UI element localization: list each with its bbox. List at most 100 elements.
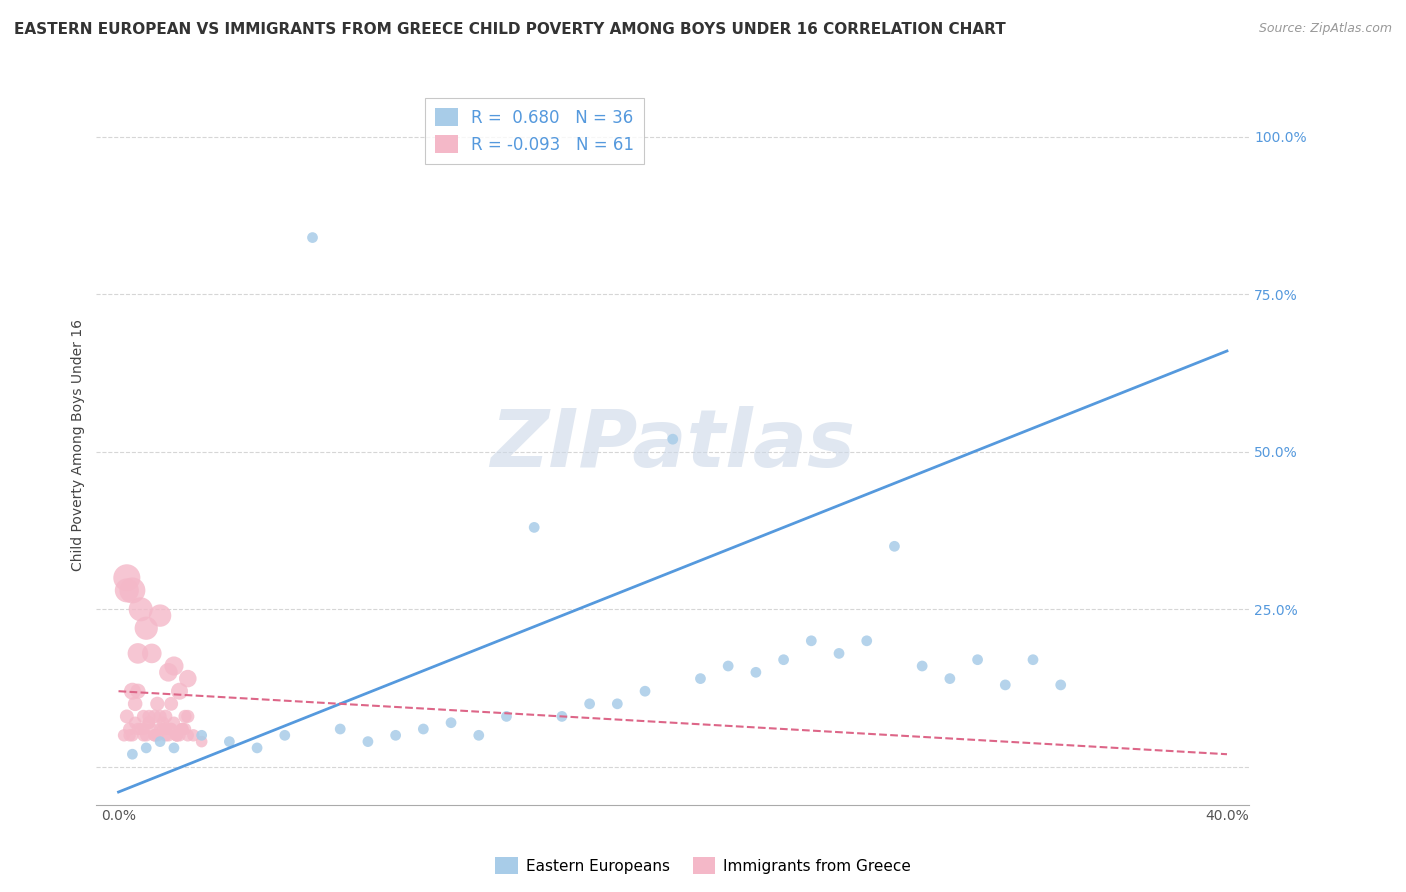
- Point: [274, 728, 297, 742]
- Point: [172, 722, 194, 736]
- Point: [143, 709, 166, 723]
- Point: [124, 697, 146, 711]
- Point: [661, 432, 683, 446]
- Point: [121, 728, 143, 742]
- Point: [138, 715, 160, 730]
- Point: [129, 602, 152, 616]
- Point: [160, 697, 183, 711]
- Point: [772, 653, 794, 667]
- Point: [118, 728, 141, 742]
- Point: [155, 722, 177, 736]
- Point: [911, 659, 934, 673]
- Text: EASTERN EUROPEAN VS IMMIGRANTS FROM GREECE CHILD POVERTY AMONG BOYS UNDER 16 COR: EASTERN EUROPEAN VS IMMIGRANTS FROM GREE…: [14, 22, 1005, 37]
- Point: [828, 647, 851, 661]
- Point: [190, 734, 212, 748]
- Point: [143, 728, 166, 742]
- Point: [1022, 653, 1045, 667]
- Point: [966, 653, 988, 667]
- Point: [155, 728, 177, 742]
- Point: [143, 728, 166, 742]
- Point: [121, 583, 143, 598]
- Point: [129, 722, 152, 736]
- Point: [800, 633, 823, 648]
- Point: [160, 722, 183, 736]
- Point: [127, 722, 149, 736]
- Point: [634, 684, 657, 698]
- Point: [939, 672, 962, 686]
- Text: Source: ZipAtlas.com: Source: ZipAtlas.com: [1258, 22, 1392, 36]
- Point: [578, 697, 600, 711]
- Point: [994, 678, 1017, 692]
- Point: [169, 684, 191, 698]
- Point: [124, 715, 146, 730]
- Point: [127, 647, 149, 661]
- Y-axis label: Child Poverty Among Boys Under 16: Child Poverty Among Boys Under 16: [72, 319, 86, 572]
- Point: [745, 665, 768, 680]
- Point: [523, 520, 546, 534]
- Point: [246, 740, 269, 755]
- Point: [121, 684, 143, 698]
- Point: [177, 709, 200, 723]
- Point: [495, 709, 517, 723]
- Point: [606, 697, 628, 711]
- Point: [329, 722, 352, 736]
- Point: [174, 709, 197, 723]
- Point: [689, 672, 711, 686]
- Point: [177, 728, 200, 742]
- Point: [412, 722, 434, 736]
- Point: [166, 728, 188, 742]
- Legend: R =  0.680   N = 36, R = -0.093   N = 61: R = 0.680 N = 36, R = -0.093 N = 61: [425, 98, 644, 164]
- Point: [115, 709, 138, 723]
- Point: [855, 633, 877, 648]
- Point: [152, 715, 174, 730]
- Point: [138, 715, 160, 730]
- Point: [163, 659, 186, 673]
- Point: [172, 722, 194, 736]
- Point: [146, 697, 169, 711]
- Point: [172, 722, 194, 736]
- Point: [132, 722, 155, 736]
- Point: [177, 672, 200, 686]
- Point: [141, 647, 163, 661]
- Legend: Eastern Europeans, Immigrants from Greece: Eastern Europeans, Immigrants from Greec…: [489, 851, 917, 880]
- Point: [127, 684, 149, 698]
- Point: [149, 709, 172, 723]
- Point: [163, 715, 186, 730]
- Point: [440, 715, 463, 730]
- Point: [551, 709, 574, 723]
- Point: [169, 728, 191, 742]
- Point: [135, 740, 157, 755]
- Point: [121, 747, 143, 762]
- Text: ZIPatlas: ZIPatlas: [491, 407, 855, 484]
- Point: [163, 740, 186, 755]
- Point: [135, 621, 157, 635]
- Point: [157, 665, 180, 680]
- Point: [118, 722, 141, 736]
- Point: [468, 728, 491, 742]
- Point: [160, 722, 183, 736]
- Point: [149, 722, 172, 736]
- Point: [115, 583, 138, 598]
- Point: [138, 709, 160, 723]
- Point: [135, 728, 157, 742]
- Point: [183, 728, 205, 742]
- Point: [717, 659, 740, 673]
- Point: [146, 728, 169, 742]
- Point: [112, 728, 135, 742]
- Point: [132, 709, 155, 723]
- Point: [384, 728, 406, 742]
- Point: [155, 709, 177, 723]
- Point: [883, 539, 905, 553]
- Point: [115, 571, 138, 585]
- Point: [157, 728, 180, 742]
- Point: [357, 734, 380, 748]
- Point: [149, 734, 172, 748]
- Point: [190, 728, 212, 742]
- Point: [166, 728, 188, 742]
- Point: [141, 722, 163, 736]
- Point: [218, 734, 240, 748]
- Point: [132, 728, 155, 742]
- Point: [166, 728, 188, 742]
- Point: [174, 722, 197, 736]
- Point: [301, 230, 323, 244]
